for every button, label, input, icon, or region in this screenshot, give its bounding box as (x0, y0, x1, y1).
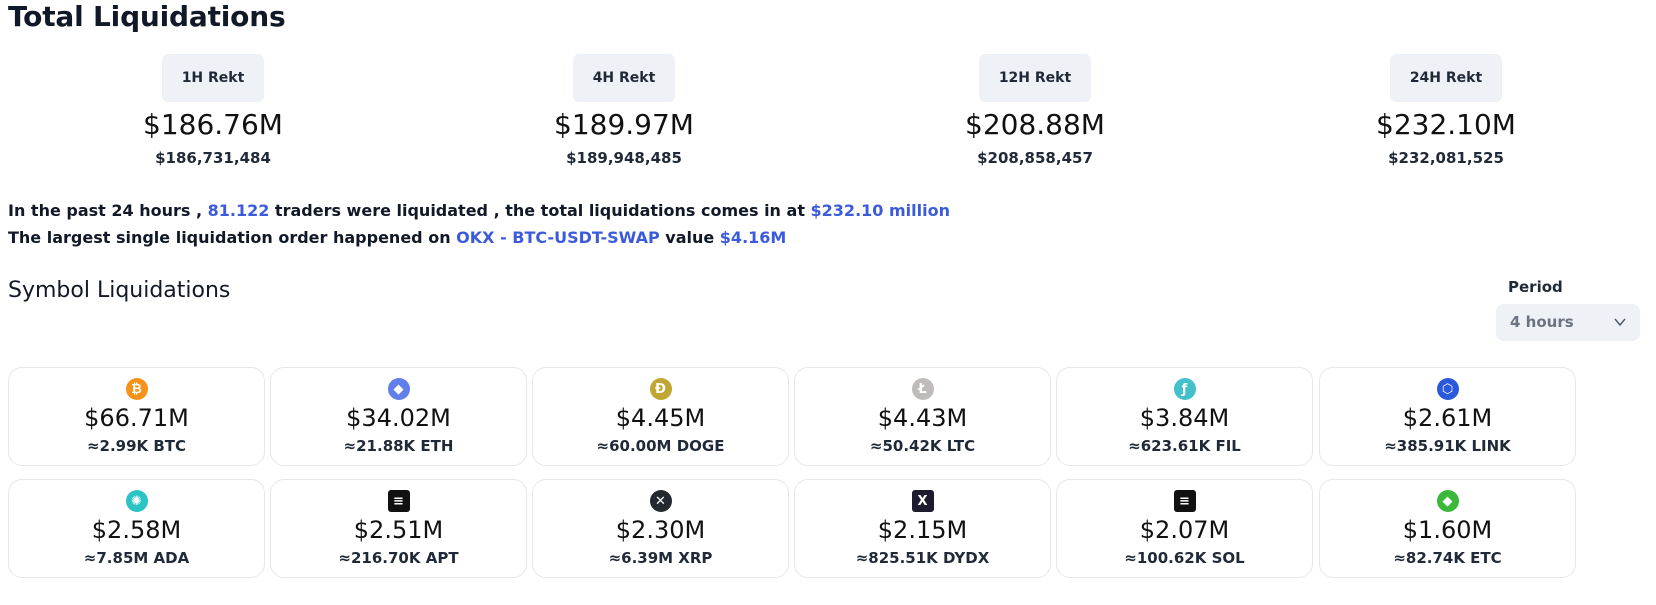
symbol-amount: $3.84M (1139, 404, 1230, 432)
total-4h: 4H Rekt $189.97M $189,948,485 (474, 54, 774, 167)
total-amount-24h: $232.10M (1376, 108, 1516, 141)
total-exact-12h: $208,858,457 (977, 149, 1093, 167)
summary-text: The largest single liquidation order hap… (8, 228, 457, 247)
largest-order-value[interactable]: $4.16M (719, 228, 787, 247)
liquidation-summary: In the past 24 hours , 81.122 traders we… (8, 200, 950, 254)
total-liquidations-row: 1H Rekt $186.76M $186,731,484 4H Rekt $1… (0, 54, 1656, 174)
symbol-quantity: ≈100.62K SOL (1124, 549, 1245, 567)
symbol-quantity: ≈385.91K LINK (1384, 437, 1511, 455)
rekt-badge-24h[interactable]: 24H Rekt (1389, 54, 1503, 102)
xrp-icon: ✕ (649, 490, 672, 512)
sol-icon: ≡ (1173, 490, 1196, 512)
symbol-quantity: ≈6.39M XRP (608, 549, 713, 567)
symbol-card-apt[interactable]: ≡ $2.51M ≈216.70K APT (270, 479, 527, 578)
period-dropdown[interactable]: 4 hours (1496, 304, 1640, 341)
symbol-quantity: ≈7.85M ADA (83, 549, 190, 567)
symbol-quantity: ≈21.88K ETH (343, 437, 454, 455)
total-exact-4h: $189,948,485 (566, 149, 682, 167)
symbol-card-etc[interactable]: ◆ $1.60M ≈82.74K ETC (1319, 479, 1576, 578)
period-label: Period (1508, 278, 1563, 296)
symbol-quantity: ≈50.42K LTC (869, 437, 976, 455)
symbol-quantity: ≈60.00M DOGE (596, 437, 725, 455)
symbol-quantity: ≈825.51K DYDX (855, 549, 990, 567)
symbol-amount: $66.71M (84, 404, 189, 432)
total-24h: 24H Rekt $232.10M $232,081,525 (1296, 54, 1596, 167)
summary-line-2: The largest single liquidation order hap… (8, 227, 950, 254)
total-exact-1h: $186,731,484 (155, 149, 271, 167)
total-amount-1h: $186.76M (143, 108, 283, 141)
rekt-badge-1h[interactable]: 1H Rekt (161, 54, 265, 102)
symbol-amount: $2.51M (353, 516, 444, 544)
symbol-quantity: ≈2.99K BTC (86, 437, 187, 455)
symbol-amount: $4.43M (877, 404, 968, 432)
symbol-card-xrp[interactable]: ✕ $2.30M ≈6.39M XRP (532, 479, 789, 578)
symbol-amount: $1.60M (1402, 516, 1493, 544)
symbol-amount: $2.07M (1139, 516, 1230, 544)
symbol-quantity: ≈82.74K ETC (1393, 549, 1502, 567)
summary-text: traders were liquidated , the total liqu… (269, 201, 811, 220)
total-12h: 12H Rekt $208.88M $208,858,457 (885, 54, 1185, 167)
symbol-amount: $2.58M (91, 516, 182, 544)
rekt-badge-4h[interactable]: 4H Rekt (572, 54, 676, 102)
summary-text: value (659, 228, 720, 247)
symbol-amount: $4.45M (615, 404, 706, 432)
summary-line-1: In the past 24 hours , 81.122 traders we… (8, 200, 950, 227)
total-1h: 1H Rekt $186.76M $186,731,484 (63, 54, 363, 167)
symbol-amount: $34.02M (346, 404, 451, 432)
total-liquidations-link[interactable]: $232.10 million (810, 201, 950, 220)
symbol-card-ada[interactable]: ✺ $2.58M ≈7.85M ADA (8, 479, 265, 578)
symbol-amount: $2.15M (877, 516, 968, 544)
period-selected-value: 4 hours (1510, 313, 1574, 331)
ada-icon: ✺ (125, 490, 148, 512)
total-amount-4h: $189.97M (554, 108, 694, 141)
symbol-card-dydx[interactable]: X $2.15M ≈825.51K DYDX (794, 479, 1051, 578)
dydx-icon: X (911, 490, 934, 512)
rekt-badge-12h[interactable]: 12H Rekt (978, 54, 1092, 102)
fil-icon: ƒ (1173, 378, 1196, 400)
btc-icon: ₿ (125, 378, 148, 400)
symbol-card-doge[interactable]: Ð $4.45M ≈60.00M DOGE (532, 367, 789, 466)
symbol-amount: $2.61M (1402, 404, 1493, 432)
symbol-card-eth[interactable]: ◆ $34.02M ≈21.88K ETH (270, 367, 527, 466)
symbol-quantity: ≈623.61K FIL (1128, 437, 1241, 455)
symbol-card-link[interactable]: ⬡ $2.61M ≈385.91K LINK (1319, 367, 1576, 466)
etc-icon: ◆ (1436, 490, 1459, 512)
eth-icon: ◆ (387, 378, 410, 400)
chevron-down-icon (1614, 304, 1626, 356)
symbol-quantity: ≈216.70K APT (338, 549, 459, 567)
total-amount-12h: $208.88M (965, 108, 1105, 141)
symbol-card-ltc[interactable]: Ł $4.43M ≈50.42K LTC (794, 367, 1051, 466)
total-exact-24h: $232,081,525 (1388, 149, 1504, 167)
symbol-card-btc[interactable]: ₿ $66.71M ≈2.99K BTC (8, 367, 265, 466)
page-title: Total Liquidations (8, 0, 286, 33)
link-icon: ⬡ (1436, 378, 1459, 400)
section-title: Symbol Liquidations (8, 278, 231, 303)
doge-icon: Ð (649, 378, 672, 400)
symbol-card-sol[interactable]: ≡ $2.07M ≈100.62K SOL (1056, 479, 1313, 578)
largest-order-link[interactable]: OKX - BTC-USDT-SWAP (456, 228, 660, 247)
ltc-icon: Ł (911, 378, 934, 400)
summary-text: In the past 24 hours , (8, 201, 208, 220)
symbol-amount: $2.30M (615, 516, 706, 544)
apt-icon: ≡ (387, 490, 410, 512)
symbol-card-fil[interactable]: ƒ $3.84M ≈623.61K FIL (1056, 367, 1313, 466)
traders-count-link[interactable]: 81.122 (207, 201, 270, 220)
